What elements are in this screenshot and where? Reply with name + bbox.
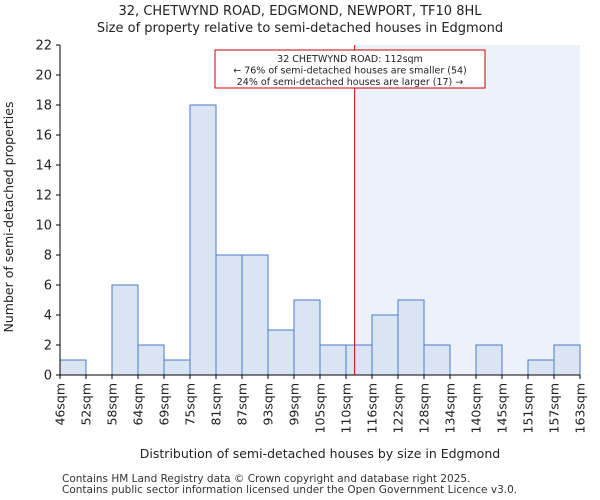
bar (189, 104, 217, 376)
x-tick-label: 157sqm (547, 383, 562, 433)
annotation-box (214, 49, 486, 89)
x-tick-label: 52sqm (79, 383, 94, 426)
bar (397, 299, 425, 376)
annotation-line: 32 CHETWYND ROAD: 112sqm (277, 54, 423, 65)
y-tick-label: 2 (44, 339, 52, 354)
footer-licence: Contains public sector information licen… (62, 484, 518, 496)
x-tick-label: 75sqm (183, 383, 198, 426)
x-tick-label: 151sqm (521, 383, 536, 433)
bar (215, 254, 243, 376)
bar (267, 329, 295, 376)
x-tick-label: 134sqm (443, 383, 458, 433)
y-tick-label: 18 (35, 99, 52, 114)
y-tick-label: 10 (35, 219, 52, 234)
y-tick-label: 22 (35, 39, 52, 54)
y-tick-label: 20 (35, 69, 52, 84)
bar (59, 359, 87, 376)
x-axis-label: Distribution of semi-detached houses by … (140, 446, 500, 461)
x-tick-label: 87sqm (235, 383, 250, 426)
chart-subtitle: Size of property relative to semi-detach… (96, 21, 504, 36)
y-tick-label: 8 (44, 249, 52, 264)
x-tick-label: 58sqm (105, 383, 120, 426)
annotation-line: ← 76% of semi-detached houses are smalle… (233, 66, 467, 77)
footer-copyright: Contains HM Land Registry data © Crown c… (62, 473, 471, 485)
annotation-line: 24% of semi-detached houses are larger (… (237, 77, 464, 88)
bar (111, 284, 139, 376)
x-tick-label: 145sqm (495, 383, 510, 433)
x-tick-label: 81sqm (209, 383, 224, 426)
x-tick-label: 122sqm (391, 383, 406, 433)
x-tick-label: 99sqm (287, 383, 302, 426)
x-tick-label: 116sqm (365, 383, 380, 433)
x-tick-label: 69sqm (157, 383, 172, 426)
y-tick-label: 12 (35, 189, 52, 204)
x-tick-label: 128sqm (417, 383, 432, 433)
x-tick-label: 105sqm (313, 383, 328, 433)
bar (241, 254, 269, 376)
bar (137, 344, 165, 376)
y-tick-label: 4 (44, 309, 52, 324)
x-tick-label: 110sqm (339, 383, 354, 433)
bar (475, 344, 503, 376)
chart-title: 32, CHETWYND ROAD, EDGMOND, NEWPORT, TF1… (118, 4, 482, 19)
bar (423, 344, 451, 376)
x-tick-label: 140sqm (469, 383, 484, 433)
bar (527, 359, 555, 376)
bar (293, 299, 321, 376)
y-tick-label: 14 (35, 159, 52, 174)
bar (163, 359, 191, 376)
bar (553, 344, 581, 376)
bar (319, 344, 347, 376)
y-tick-label: 6 (44, 279, 52, 294)
bar (371, 314, 399, 376)
x-tick-label: 46sqm (53, 383, 68, 426)
bar (345, 344, 373, 376)
x-tick-label: 93sqm (261, 383, 276, 426)
x-tick-label: 163sqm (573, 383, 588, 433)
y-tick-label: 16 (35, 129, 52, 144)
y-tick-label: 0 (44, 369, 52, 384)
y-axis-label: Number of semi-detached properties (1, 102, 16, 333)
x-tick-label: 64sqm (131, 383, 146, 426)
